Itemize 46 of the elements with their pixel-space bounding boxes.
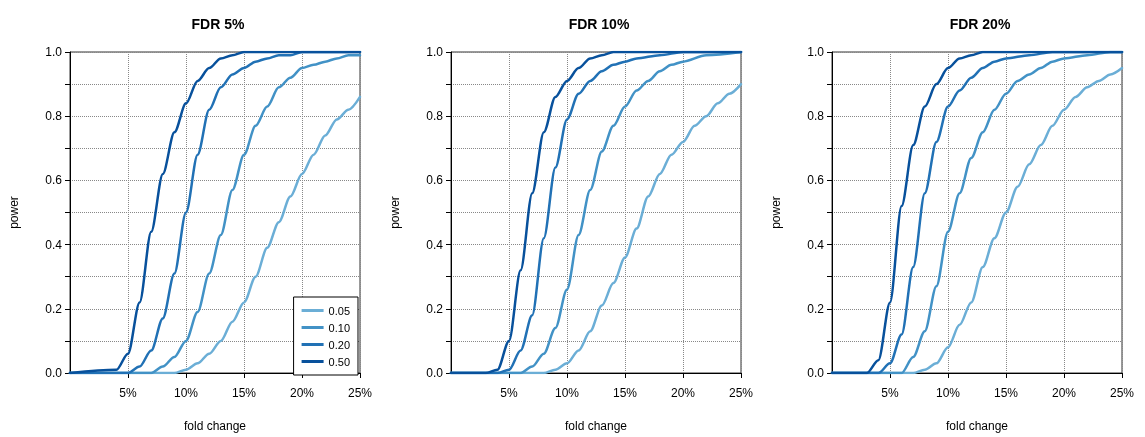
x-tick-label: 25% (347, 386, 373, 400)
y-tick-label: 0.2 (426, 301, 444, 316)
legend-label: 0.20 (328, 338, 351, 351)
x-tick-label: 20% (1051, 386, 1077, 400)
y-axis-title: power (7, 196, 21, 229)
y-tick-label: 0.0 (45, 366, 63, 380)
y-tick-label: 0.8 (426, 109, 444, 124)
y-tick-label: 0.2 (45, 301, 63, 316)
chart-title: FDR 20% (949, 16, 1011, 32)
y-tick-label: 0.0 (807, 366, 825, 380)
y-tick-label: 1.0 (426, 45, 444, 59)
y-tick-label: 0.4 (426, 237, 444, 252)
y-tick-label: 0.8 (807, 109, 825, 124)
x-tick-label: 20% (670, 386, 696, 400)
x-tick-label: 5% (119, 386, 137, 400)
chart-title: FDR 10% (568, 16, 630, 32)
x-axis-title: fold change (564, 419, 628, 433)
legend-label: 0.50 (328, 355, 351, 368)
x-axis-title: fold change (945, 419, 1009, 433)
x-axis-title: fold change (183, 419, 247, 433)
x-tick-label: 15% (231, 386, 257, 400)
x-tick-label: 5% (881, 386, 899, 400)
legend-label: 0.05 (328, 304, 351, 317)
y-tick-label: 0.6 (807, 173, 825, 188)
y-tick-label: 0.6 (426, 173, 444, 188)
x-tick-label: 25% (1109, 386, 1135, 400)
y-tick-label: 0.8 (45, 109, 63, 124)
y-tick-label: 0.6 (45, 173, 63, 188)
y-tick-label: 0.0 (426, 366, 444, 380)
y-tick-label: 1.0 (45, 45, 63, 59)
y-axis-title: power (769, 196, 783, 229)
x-tick-label: 25% (728, 386, 754, 400)
x-tick-label: 5% (500, 386, 518, 400)
x-tick-label: 10% (554, 386, 580, 400)
x-tick-label: 10% (935, 386, 961, 400)
legend-label: 0.10 (328, 321, 351, 334)
x-tick-label: 20% (289, 386, 315, 400)
y-tick-label: 1.0 (807, 45, 825, 59)
x-tick-label: 10% (173, 386, 199, 400)
y-axis-title: power (388, 196, 402, 229)
y-tick-label: 0.4 (45, 237, 63, 252)
y-tick-label: 0.4 (807, 237, 825, 252)
x-tick-label: 15% (993, 386, 1019, 400)
y-tick-label: 0.2 (807, 301, 825, 316)
x-tick-label: 15% (612, 386, 638, 400)
chart-title: FDR 5% (191, 16, 245, 32)
